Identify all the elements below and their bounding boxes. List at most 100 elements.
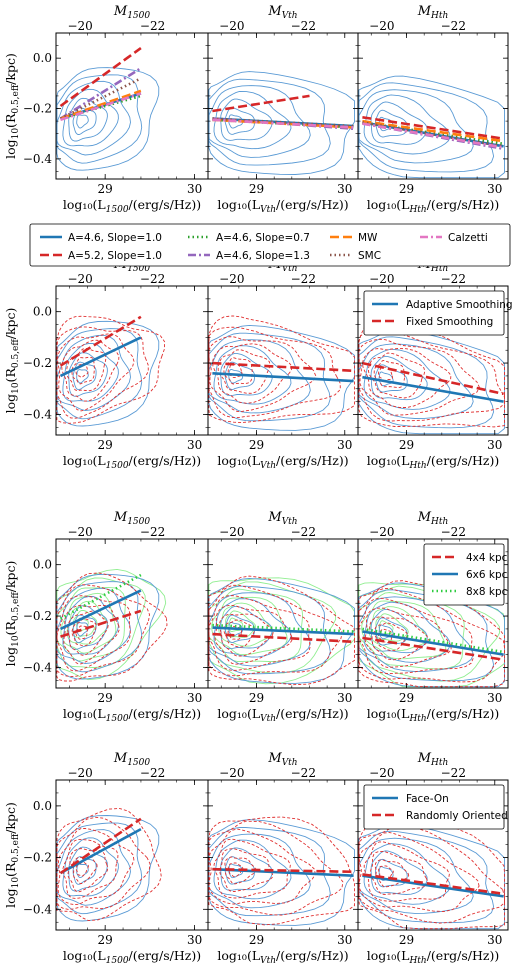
contour-line (208, 575, 355, 686)
y-axis-label: log10(R0.5,eff/kpc) (3, 53, 21, 159)
series-line-4x4-kpc (60, 609, 142, 638)
x-axis-label-sub: Vth (260, 205, 276, 215)
contour-line (71, 356, 95, 385)
legend-label: MW (358, 232, 378, 244)
contour-line (361, 600, 447, 660)
x-axis-label-tail: /(erg/s/Hz)) (129, 197, 202, 212)
series-line-face-on (212, 867, 354, 877)
x-tick-label: 30 (337, 438, 352, 452)
top-axis-label: M1500 (113, 510, 150, 527)
x-axis-label-sub: 1500 (106, 714, 129, 724)
y-tick-label: −0.4 (23, 407, 53, 421)
contour-line (220, 352, 273, 397)
y-tick-label: 0.0 (33, 305, 52, 319)
legend-label: 6x6 kpc (466, 569, 508, 581)
x-top-tick-label: −22 (291, 19, 316, 33)
contour-line (370, 850, 428, 895)
panel-contours (56, 47, 160, 171)
inset-legend: Face-On Randomly Oriented (363, 784, 508, 830)
contour-line (218, 613, 274, 657)
series-line-4x4-kpc (212, 632, 354, 644)
series-line-6x6-kpc (362, 630, 504, 656)
contour-line (378, 620, 394, 635)
panel-r3-uv: 29 30 −20 −22 0.0 −0.2 −0.4 M1500 log₁₀(L1500/(e… (23, 510, 209, 724)
series-line-8x8-kpc (59, 573, 142, 620)
contour-line (57, 333, 135, 412)
contour-line (363, 843, 451, 905)
contour-line (213, 345, 292, 405)
series-line-a-5-2-slope-1-0 (362, 116, 504, 140)
x-axis-label-sub: Hth (408, 461, 426, 471)
contour-line (56, 315, 166, 424)
top-axis-label: M1500 (113, 751, 150, 768)
x-axis-label: log₁₀(LVth/(erg/s/Hz)) (217, 948, 348, 966)
panel-contours (358, 318, 505, 435)
y-axis-label-sub: 10 (11, 382, 21, 394)
panel-contours (208, 315, 355, 431)
x-axis-label-sub: Vth (260, 461, 276, 471)
contour-line (358, 329, 505, 422)
y-axis-label-sub: 0.5,eff (11, 592, 21, 622)
x-tick-label: 29 (98, 933, 113, 947)
series-line-8x8-kpc (362, 627, 504, 654)
x-tick-label: 29 (249, 691, 264, 705)
series-line-mw (60, 89, 142, 120)
top-axis-label: MHth (417, 751, 449, 768)
y-axis-label-sub: 0.5,eff (11, 833, 21, 863)
contour-line (358, 75, 505, 179)
x-axis-label: log₁₀(LVth/(erg/s/Hz)) (217, 197, 348, 215)
x-top-tick-label: −20 (369, 525, 394, 539)
contour-line (56, 572, 168, 682)
x-top-tick-label: −20 (219, 272, 244, 286)
series-line-adaptive-smoothing (362, 375, 504, 403)
x-axis-label: log₁₀(LVth/(erg/s/Hz)) (217, 706, 348, 724)
inset-legend: 4x4 kpc 6x6 kpc 8x8 kpc (423, 543, 508, 606)
contour-line (358, 831, 480, 912)
x-top-tick-label: −20 (369, 766, 394, 780)
top-axis-label-sub: Hth (430, 11, 448, 21)
contour-line (76, 617, 89, 633)
y-axis-label-open: (R (3, 368, 18, 383)
contour-line (363, 348, 451, 410)
series-line-8x8-kpc (212, 623, 354, 633)
panel-frame (357, 32, 509, 180)
legend-label: A=5.2, Slope=1.0 (68, 250, 162, 262)
contour-line (76, 369, 89, 384)
series-line-face-on (59, 827, 142, 875)
x-axis-label-tail: /(erg/s/Hz)) (427, 948, 500, 963)
series-line-face-on (362, 874, 504, 898)
contour-line (75, 625, 88, 640)
contour-line (56, 595, 131, 672)
x-axis-label: log₁₀(LHth/(erg/s/Hz)) (367, 948, 500, 966)
contour-line (62, 838, 119, 899)
top-axis-label: M1500 (113, 4, 150, 21)
x-top-tick-label: −20 (67, 525, 92, 539)
x-axis-label: log₁₀(LHth/(erg/s/Hz)) (367, 197, 500, 215)
contour-line (56, 815, 160, 922)
panel-contours (358, 823, 505, 930)
contour-line (71, 618, 97, 647)
legend-label: Randomly Oriented (406, 810, 508, 822)
top-axis-label-sub: 1500 (127, 264, 150, 274)
panel-r4-uv: 29 30 −20 −22 0.0 −0.2 −0.4 M1500 log₁₀(L1500/(e… (23, 751, 209, 966)
y-axis-label: log10(R0.5,eff/kpc) (3, 802, 21, 908)
contour-line (362, 348, 452, 408)
legend-label: Fixed Smoothing (406, 316, 493, 328)
x-tick-label: 29 (98, 182, 113, 196)
series-line-randomly-oriented (59, 817, 142, 875)
y-tick-label: −0.2 (23, 609, 52, 623)
x-axis-label-sub: Hth (408, 205, 426, 215)
x-axis-label-tail: /(erg/s/Hz)) (276, 706, 349, 721)
top-axis-label-sub: Vth (282, 11, 298, 21)
series-line-adaptive-smoothing (59, 336, 142, 378)
x-top-tick-label: −22 (441, 766, 466, 780)
series-line-6x6-kpc (59, 589, 142, 631)
x-top-tick-label: −20 (67, 272, 92, 286)
y-axis-label-tail: /kpc) (3, 802, 18, 834)
x-tick-label: 29 (399, 691, 414, 705)
contour-line (63, 604, 120, 665)
legend-label: Adaptive Smoothing (406, 299, 513, 311)
legend-label: A=4.6, Slope=1.3 (216, 250, 310, 262)
